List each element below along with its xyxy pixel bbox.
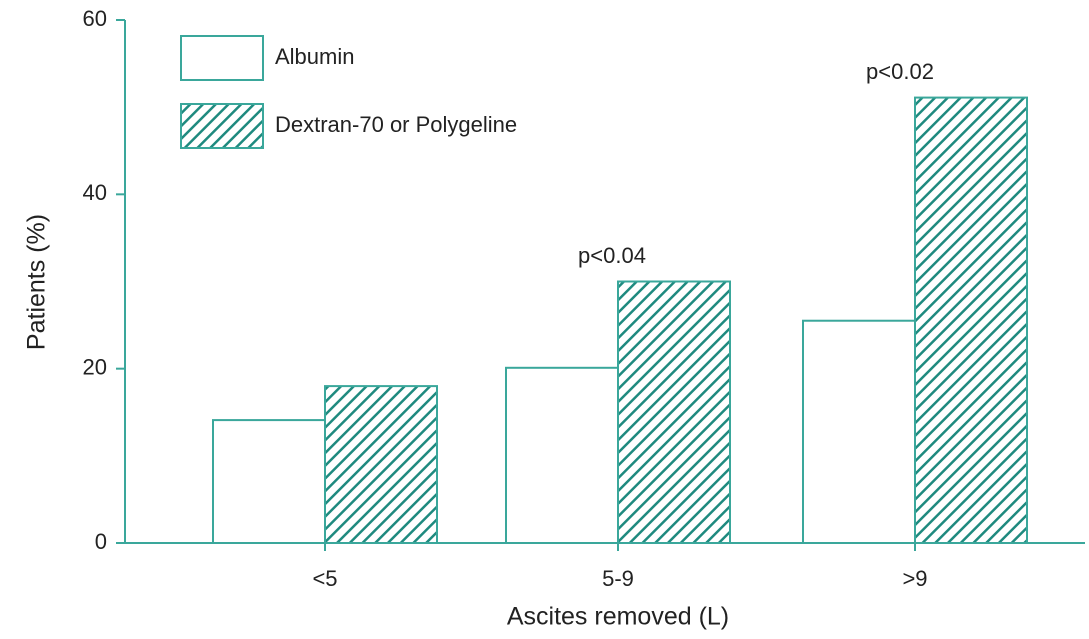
bar xyxy=(914,96,1028,544)
legend-label: Albumin xyxy=(275,44,354,69)
x-tick-label: 5-9 xyxy=(602,566,634,591)
y-axis-label: Patients (%) xyxy=(23,214,51,350)
x-axis-label: Ascites removed (L) xyxy=(507,603,729,631)
y-tick-label: 40 xyxy=(83,180,107,205)
bar xyxy=(505,366,619,545)
annotation: p<0.02 xyxy=(866,59,934,84)
bar xyxy=(212,419,326,544)
x-tick-label: >9 xyxy=(902,566,927,591)
y-tick-label: 0 xyxy=(95,529,107,554)
annotation: p<0.04 xyxy=(578,243,646,268)
bar xyxy=(324,385,438,544)
bar xyxy=(617,280,731,544)
legend-label: Dextran-70 or Polygeline xyxy=(275,112,517,137)
x-tick-label: <5 xyxy=(312,566,337,591)
y-tick-label: 60 xyxy=(83,6,107,31)
y-tick-label: 20 xyxy=(83,354,107,379)
legend-swatch xyxy=(180,35,264,81)
legend-swatch xyxy=(180,103,264,149)
bar xyxy=(802,319,916,544)
